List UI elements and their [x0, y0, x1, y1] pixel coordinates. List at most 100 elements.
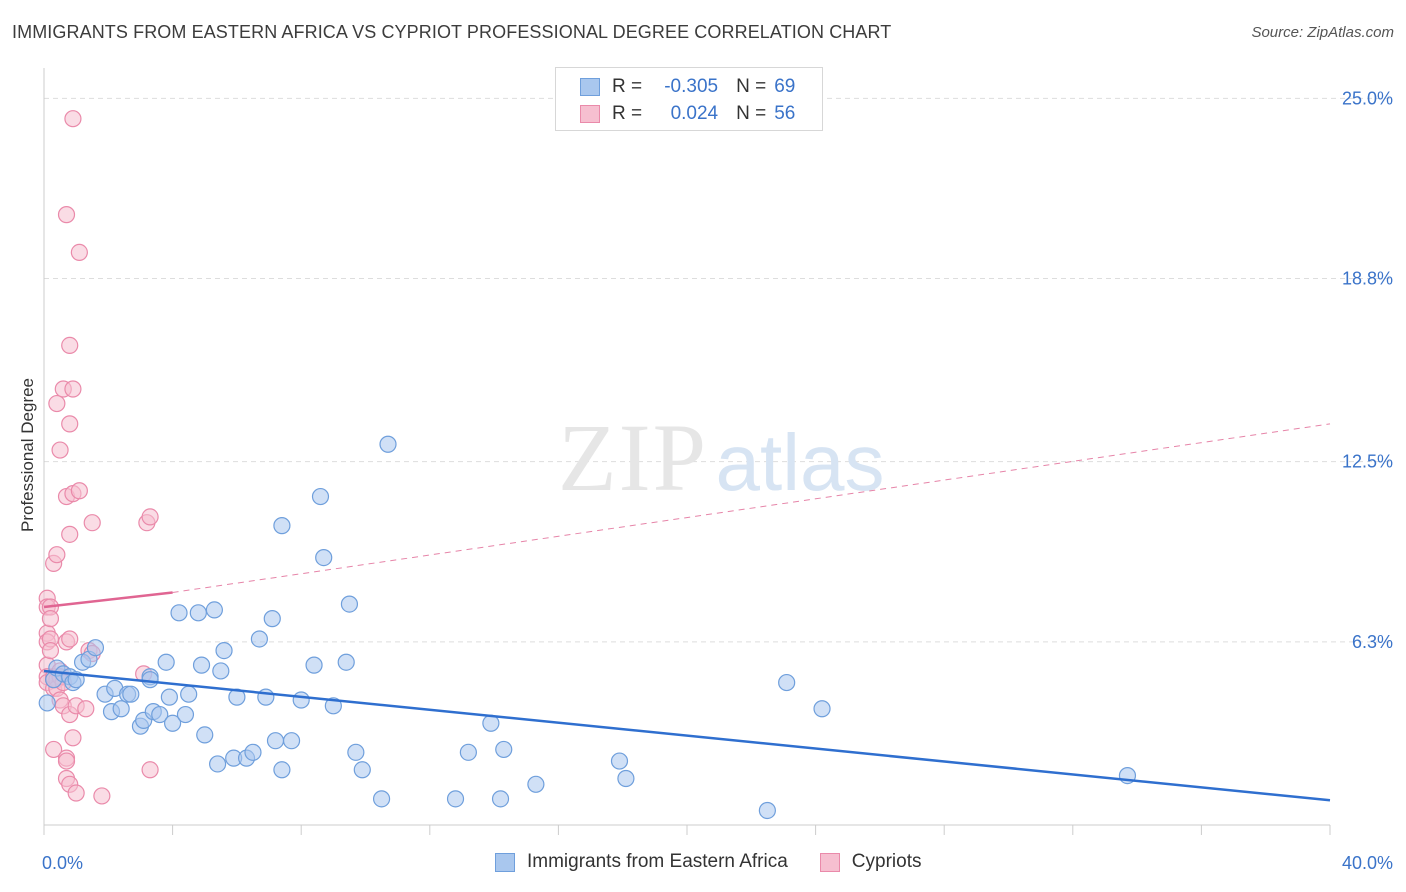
data-point-eastern-africa — [192, 656, 211, 674]
chart-title: IMMIGRANTS FROM EASTERN AFRICA VS CYPRIO… — [12, 22, 892, 42]
correlation-legend: R = -0.305 N = 69 R = 0.024 N = 56 — [555, 67, 823, 131]
trend-line-cypriots — [43, 591, 173, 609]
source-label: Source: ZipAtlas.com — [1251, 24, 1394, 41]
data-point-eastern-africa — [379, 435, 397, 453]
data-point-eastern-africa — [38, 694, 56, 712]
data-point-eastern-africa — [122, 685, 140, 703]
watermark-atlas: atlas — [716, 418, 885, 507]
data-point-eastern-africa — [215, 642, 233, 660]
data-point-eastern-africa — [315, 548, 333, 567]
data-point-eastern-africa — [446, 790, 465, 808]
legend-swatch-pink — [819, 852, 840, 872]
legend-r-value: 0.024 — [670, 103, 719, 124]
data-point-eastern-africa — [617, 769, 635, 788]
data-point-eastern-africa — [311, 487, 330, 506]
data-point-cypriots — [41, 610, 60, 628]
data-point-eastern-africa — [813, 700, 831, 718]
data-point-cypriots — [67, 784, 85, 802]
data-point-eastern-africa — [157, 653, 175, 671]
data-point-cypriots — [61, 525, 79, 543]
x-tick-labels: 0.0% 40.0% — [42, 853, 1393, 873]
data-point-eastern-africa — [353, 761, 371, 779]
y-tick-label: 18.8% — [1342, 269, 1393, 289]
data-point-eastern-africa — [347, 743, 365, 761]
data-point-cypriots — [70, 243, 88, 261]
series-eastern-africa — [38, 435, 1137, 820]
legend-label: Cypriots — [851, 851, 922, 872]
data-point-cypriots — [48, 394, 66, 413]
data-point-eastern-africa — [610, 752, 629, 770]
data-point-eastern-africa — [292, 691, 310, 709]
data-point-eastern-africa — [250, 630, 269, 648]
data-point-cypriots — [41, 642, 60, 660]
data-point-cypriots — [64, 729, 82, 747]
data-point-cypriots — [51, 441, 69, 459]
watermark: ZIP atlas — [558, 404, 884, 511]
data-point-cypriots — [61, 415, 79, 433]
watermark-zip: ZIP — [558, 404, 708, 511]
data-point-cypriots — [83, 514, 101, 532]
data-point-eastern-africa — [160, 688, 178, 706]
data-point-cypriots — [57, 206, 76, 224]
data-point-eastern-africa — [266, 732, 285, 750]
y-tick-label: 25.0% — [1342, 88, 1393, 108]
data-point-eastern-africa — [491, 790, 510, 808]
data-point-eastern-africa — [170, 604, 188, 622]
legend-r-label: R = — [612, 76, 643, 97]
data-point-cypriots — [77, 700, 95, 718]
data-point-eastern-africa — [209, 755, 227, 773]
trend-line-cypriots-extension — [172, 423, 1331, 593]
data-point-eastern-africa — [205, 601, 223, 619]
data-point-eastern-africa — [176, 705, 195, 724]
legend-r-value: -0.305 — [664, 76, 719, 97]
legend-item-cypriots: Cypriots — [819, 851, 922, 873]
legend-swatch-blue — [580, 78, 600, 96]
data-point-cypriots — [141, 508, 159, 526]
data-point-eastern-africa — [340, 595, 359, 613]
data-point-eastern-africa — [305, 656, 323, 674]
data-point-eastern-africa — [189, 604, 207, 622]
data-point-eastern-africa — [273, 761, 291, 779]
legend-swatch-pink — [580, 105, 600, 123]
data-point-eastern-africa — [86, 639, 105, 657]
data-point-cypriots — [64, 110, 82, 128]
data-point-cypriots — [64, 380, 82, 398]
legend-r-label: R = — [612, 103, 643, 124]
data-point-eastern-africa — [372, 790, 391, 808]
data-point-eastern-africa — [495, 740, 513, 759]
y-tick-label: 6.3% — [1352, 632, 1393, 652]
data-point-eastern-africa — [244, 743, 262, 761]
legend-row-eastern-africa: R = -0.305 N = 69 — [556, 74, 795, 100]
y-axis-label: Professional Degree — [18, 377, 37, 533]
legend-n-value: 69 — [774, 76, 796, 97]
legend-item-eastern-africa: Immigrants from Eastern Africa — [495, 851, 788, 873]
data-point-cypriots — [45, 740, 63, 759]
series-cypriots — [38, 110, 159, 805]
data-point-eastern-africa — [212, 662, 230, 680]
data-point-eastern-africa — [263, 610, 281, 628]
data-point-eastern-africa — [459, 743, 477, 761]
data-point-eastern-africa — [273, 517, 291, 535]
trend-lines — [43, 423, 1331, 802]
x-tick-label: 0.0% — [42, 853, 83, 873]
legend-n-label: N = — [736, 76, 767, 97]
data-point-cypriots — [57, 752, 76, 770]
data-point-cypriots — [48, 546, 66, 564]
legend-n-value: 56 — [774, 103, 796, 124]
data-point-cypriots — [70, 482, 88, 500]
series-legend: Immigrants from Eastern Africa Cypriots — [495, 851, 953, 873]
data-point-cypriots — [61, 630, 79, 648]
y-tick-label: 12.5% — [1342, 452, 1393, 472]
legend-row-cypriots: R = 0.024 N = 56 — [556, 101, 795, 127]
data-point-eastern-africa — [151, 705, 169, 724]
data-point-cypriots — [61, 336, 79, 355]
data-point-eastern-africa — [112, 700, 130, 718]
data-point-eastern-africa — [778, 673, 796, 692]
data-point-eastern-africa — [758, 801, 776, 820]
data-point-eastern-africa — [337, 653, 355, 671]
legend-swatch-blue — [495, 852, 515, 872]
data-point-eastern-africa — [164, 714, 182, 732]
data-point-eastern-africa — [141, 671, 159, 689]
x-tick-label: 40.0% — [1342, 853, 1393, 873]
